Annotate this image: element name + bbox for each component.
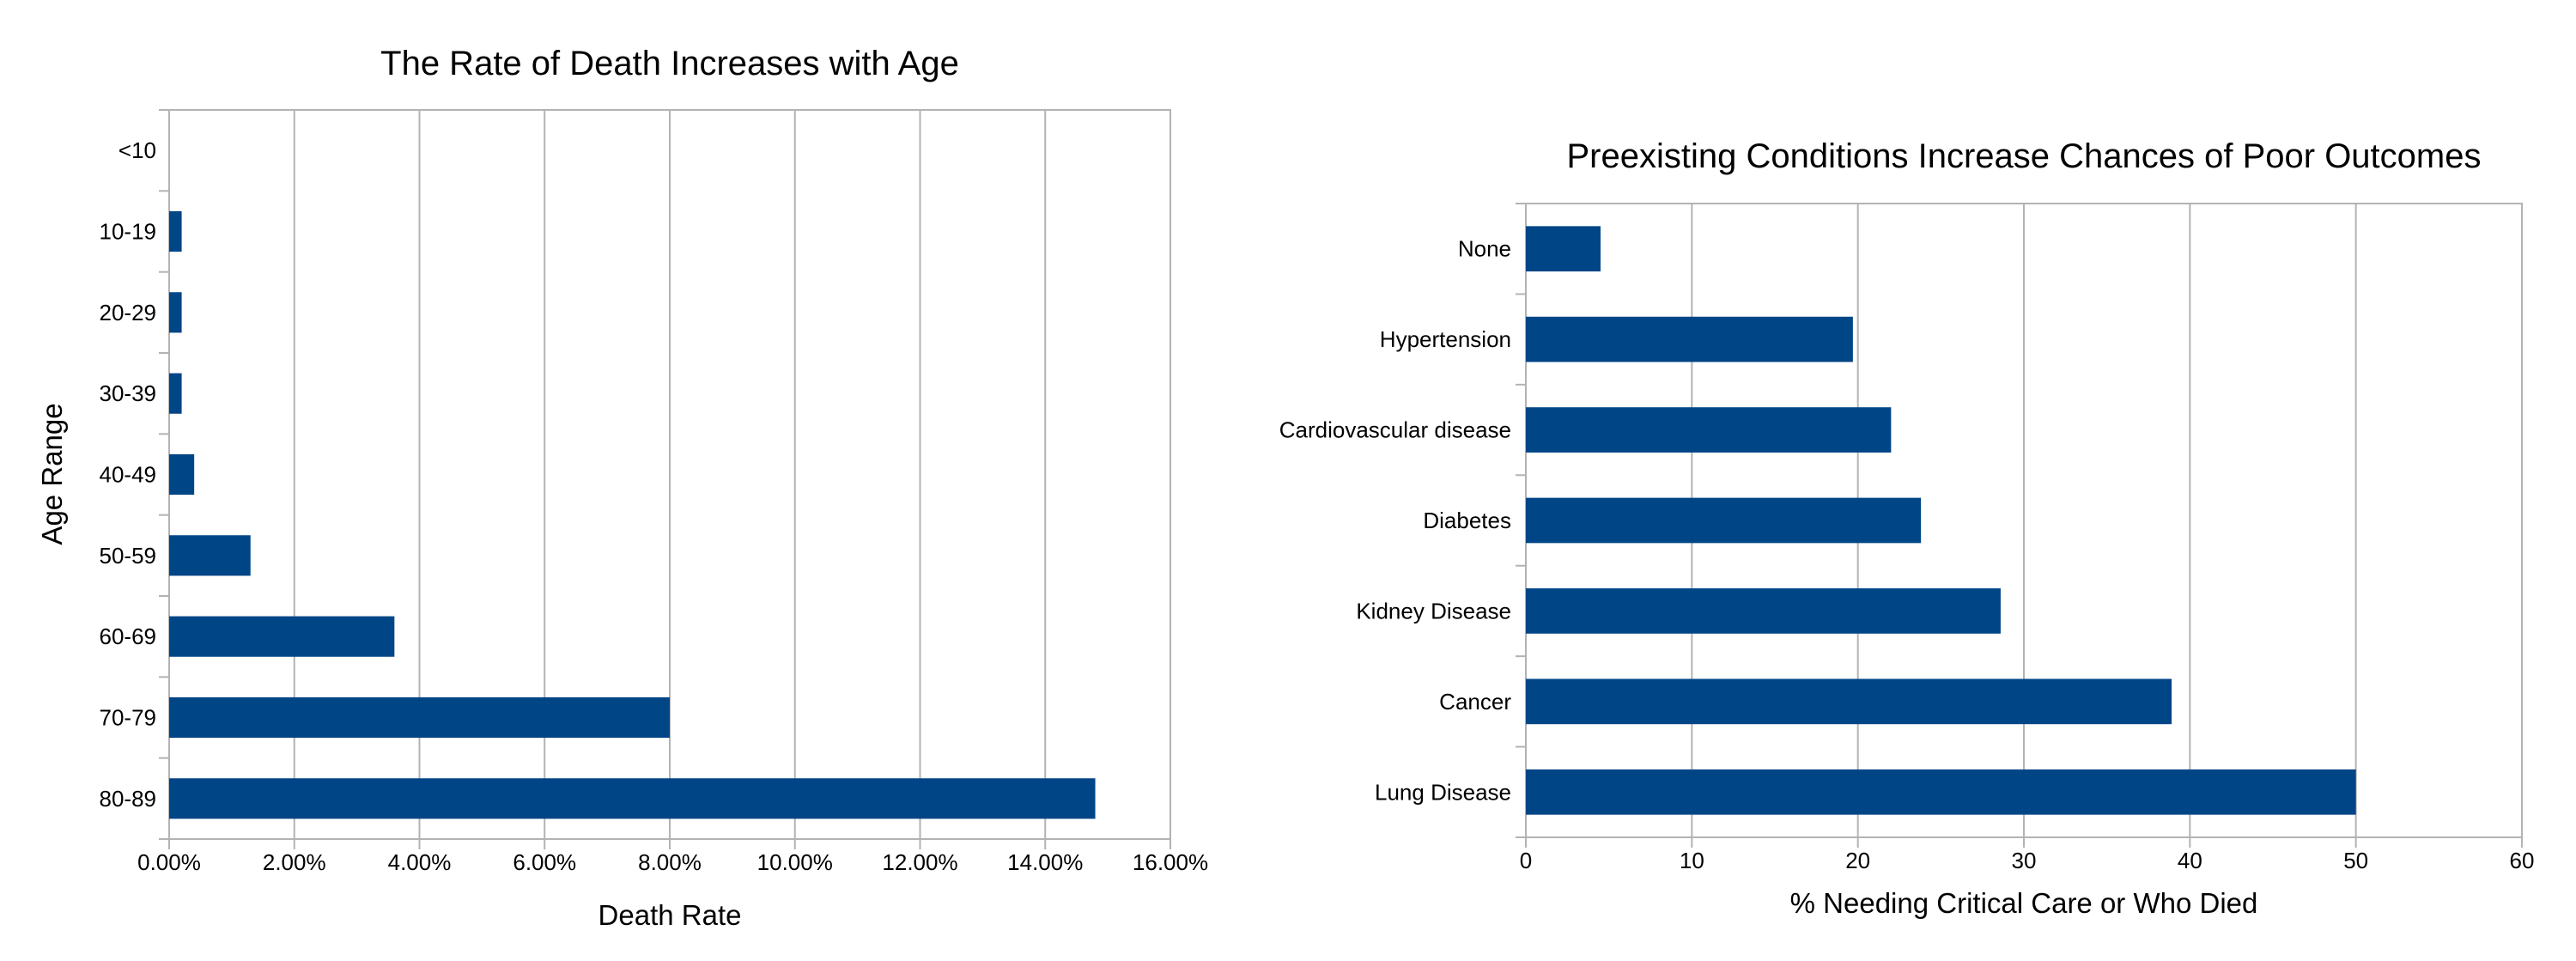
bar [1526,316,1853,362]
x-tick-label: 0 [1520,848,1532,873]
y-category-label: Hypertension [1380,326,1511,352]
x-tick-label: 0.00% [137,849,201,875]
x-tick-label: 40 [2178,848,2202,873]
bar [1526,497,1922,544]
y-category-label: 40-49 [100,462,157,488]
y-category-label: 50-59 [100,543,157,569]
y-category-label: 80-89 [100,786,157,812]
y-category-label: 10-19 [100,219,157,245]
x-tick-label: 16.00% [1133,849,1208,875]
y-category-label: 30-39 [100,380,157,406]
bar [169,292,182,333]
y-category-label: 60-69 [100,623,157,649]
x-tick-label: 20 [1845,848,1870,873]
x-tick-label: 10 [1680,848,1704,873]
x-tick-label: 60 [2510,848,2535,873]
x-tick-label: 30 [2012,848,2037,873]
y-category-label: Diabetes [1423,508,1511,533]
x-tick-label: 6.00% [513,849,576,875]
bar [1526,769,2356,815]
y-category-label: Cancer [1439,689,1511,715]
chart-title: The Rate of Death Increases with Age [380,45,959,82]
bar [169,453,195,496]
bar [169,210,182,252]
bar [169,696,670,739]
x-axis-title: % Needing Critical Care or Who Died [1790,887,2258,919]
bar [169,535,251,576]
y-category-label: Lung Disease [1375,779,1511,805]
y-category-label: None [1458,236,1511,262]
bar [169,778,1096,819]
bar [1526,588,2001,634]
x-tick-label: 2.00% [263,849,326,875]
bar [1526,678,2172,725]
y-category-label: 70-79 [100,705,157,731]
y-category-label: <10 [118,137,156,163]
preexisting-conditions-chart: Preexisting Conditions Increase Chances … [1279,137,2535,919]
bar [169,373,182,414]
bar [1526,407,1892,453]
chart-title: Preexisting Conditions Increase Chances … [1567,137,2482,175]
bar [169,616,395,657]
x-tick-label: 4.00% [388,849,452,875]
y-axis-title: Age Range [36,403,68,544]
bar [1526,226,1601,272]
x-tick-label: 12.00% [882,849,957,875]
x-tick-label: 8.00% [638,849,702,875]
y-category-label: Kidney Disease [1356,598,1511,623]
x-tick-label: 14.00% [1007,849,1083,875]
death-rate-by-age-chart: The Rate of Death Increases with Age 0.00… [36,45,1208,931]
y-category-label: 20-29 [100,300,157,325]
x-tick-label: 50 [2343,848,2368,873]
x-tick-label: 10.00% [757,849,833,875]
y-category-label: Cardiovascular disease [1279,417,1511,443]
x-axis-title: Death Rate [598,899,742,931]
